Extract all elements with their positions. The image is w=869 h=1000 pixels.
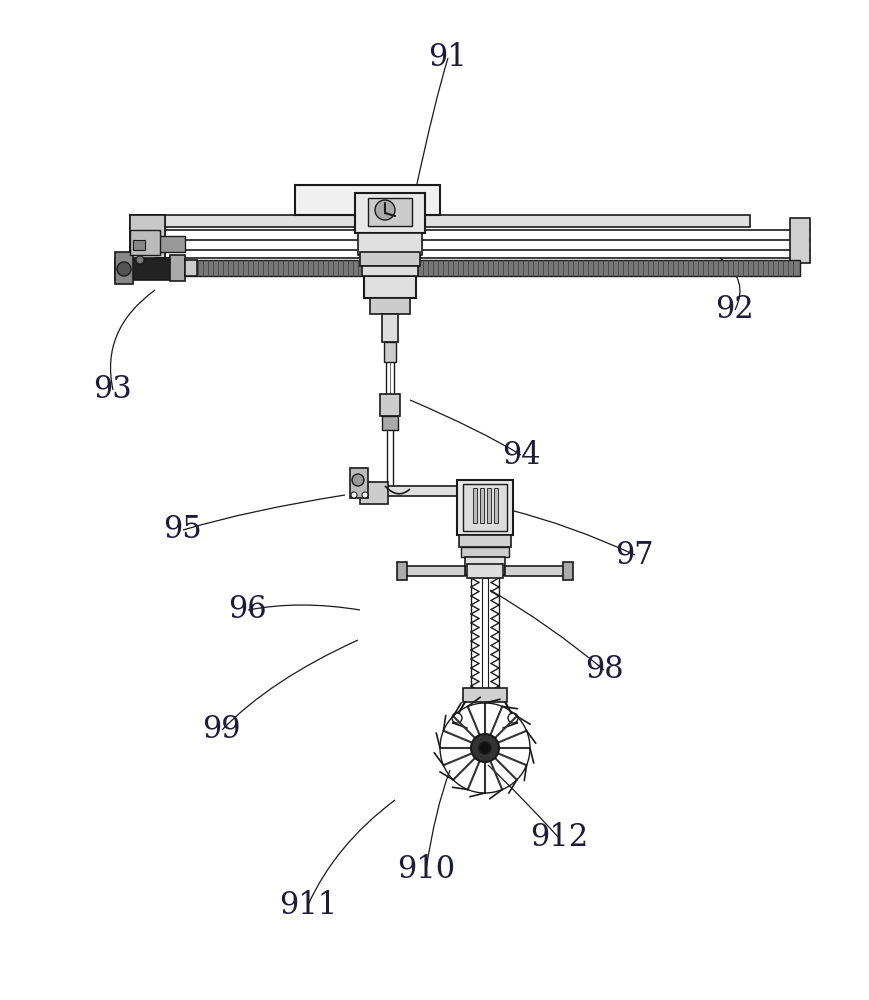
Bar (133, 240, 145, 250)
Bar (790, 218, 810, 263)
Text: 98: 98 (585, 654, 623, 686)
Bar (358, 233, 422, 255)
Bar (494, 488, 498, 523)
Polygon shape (130, 215, 165, 265)
Bar (130, 215, 750, 227)
Bar (385, 486, 465, 496)
Circle shape (117, 262, 131, 276)
Bar (463, 688, 507, 702)
Circle shape (362, 492, 368, 498)
Bar (487, 488, 491, 523)
Bar (382, 416, 398, 430)
Bar (295, 185, 440, 215)
Bar (155, 236, 185, 252)
Bar (368, 198, 412, 226)
Bar (463, 484, 507, 531)
Bar (467, 564, 503, 578)
Bar (130, 215, 165, 265)
Text: 94: 94 (502, 440, 541, 471)
Bar (130, 230, 160, 255)
Circle shape (479, 742, 491, 754)
Bar (364, 276, 416, 298)
Text: 911: 911 (279, 890, 338, 920)
Circle shape (352, 474, 364, 486)
Bar (405, 566, 465, 576)
Text: 99: 99 (202, 714, 241, 746)
Bar (480, 488, 484, 523)
Bar (360, 252, 420, 266)
Bar (130, 260, 800, 276)
Circle shape (136, 256, 144, 264)
Bar (360, 482, 388, 504)
Bar (397, 562, 407, 580)
Bar (461, 547, 509, 557)
Circle shape (471, 734, 499, 762)
Text: 91: 91 (428, 42, 467, 74)
Text: 97: 97 (615, 540, 653, 570)
Bar (350, 468, 368, 498)
Bar (355, 193, 425, 233)
Text: 95: 95 (163, 514, 202, 546)
Bar (457, 480, 513, 535)
Bar (362, 266, 418, 276)
Bar (473, 488, 477, 523)
Text: 910: 910 (397, 854, 454, 886)
Bar (170, 255, 185, 281)
Circle shape (375, 200, 395, 220)
Bar (380, 394, 400, 416)
Text: 96: 96 (229, 594, 267, 626)
Bar (382, 314, 398, 342)
Circle shape (351, 492, 357, 498)
Bar (459, 535, 511, 547)
Text: 92: 92 (715, 294, 753, 326)
Bar (115, 252, 133, 284)
Bar (505, 566, 565, 576)
Circle shape (452, 713, 462, 723)
Bar (185, 260, 197, 276)
Text: 93: 93 (94, 374, 132, 406)
Bar (370, 298, 410, 314)
Bar (115, 258, 170, 280)
Text: 912: 912 (529, 822, 588, 854)
Bar (465, 557, 505, 575)
Bar (482, 578, 488, 688)
Circle shape (508, 713, 518, 723)
Bar (384, 342, 396, 362)
Bar (563, 562, 573, 580)
